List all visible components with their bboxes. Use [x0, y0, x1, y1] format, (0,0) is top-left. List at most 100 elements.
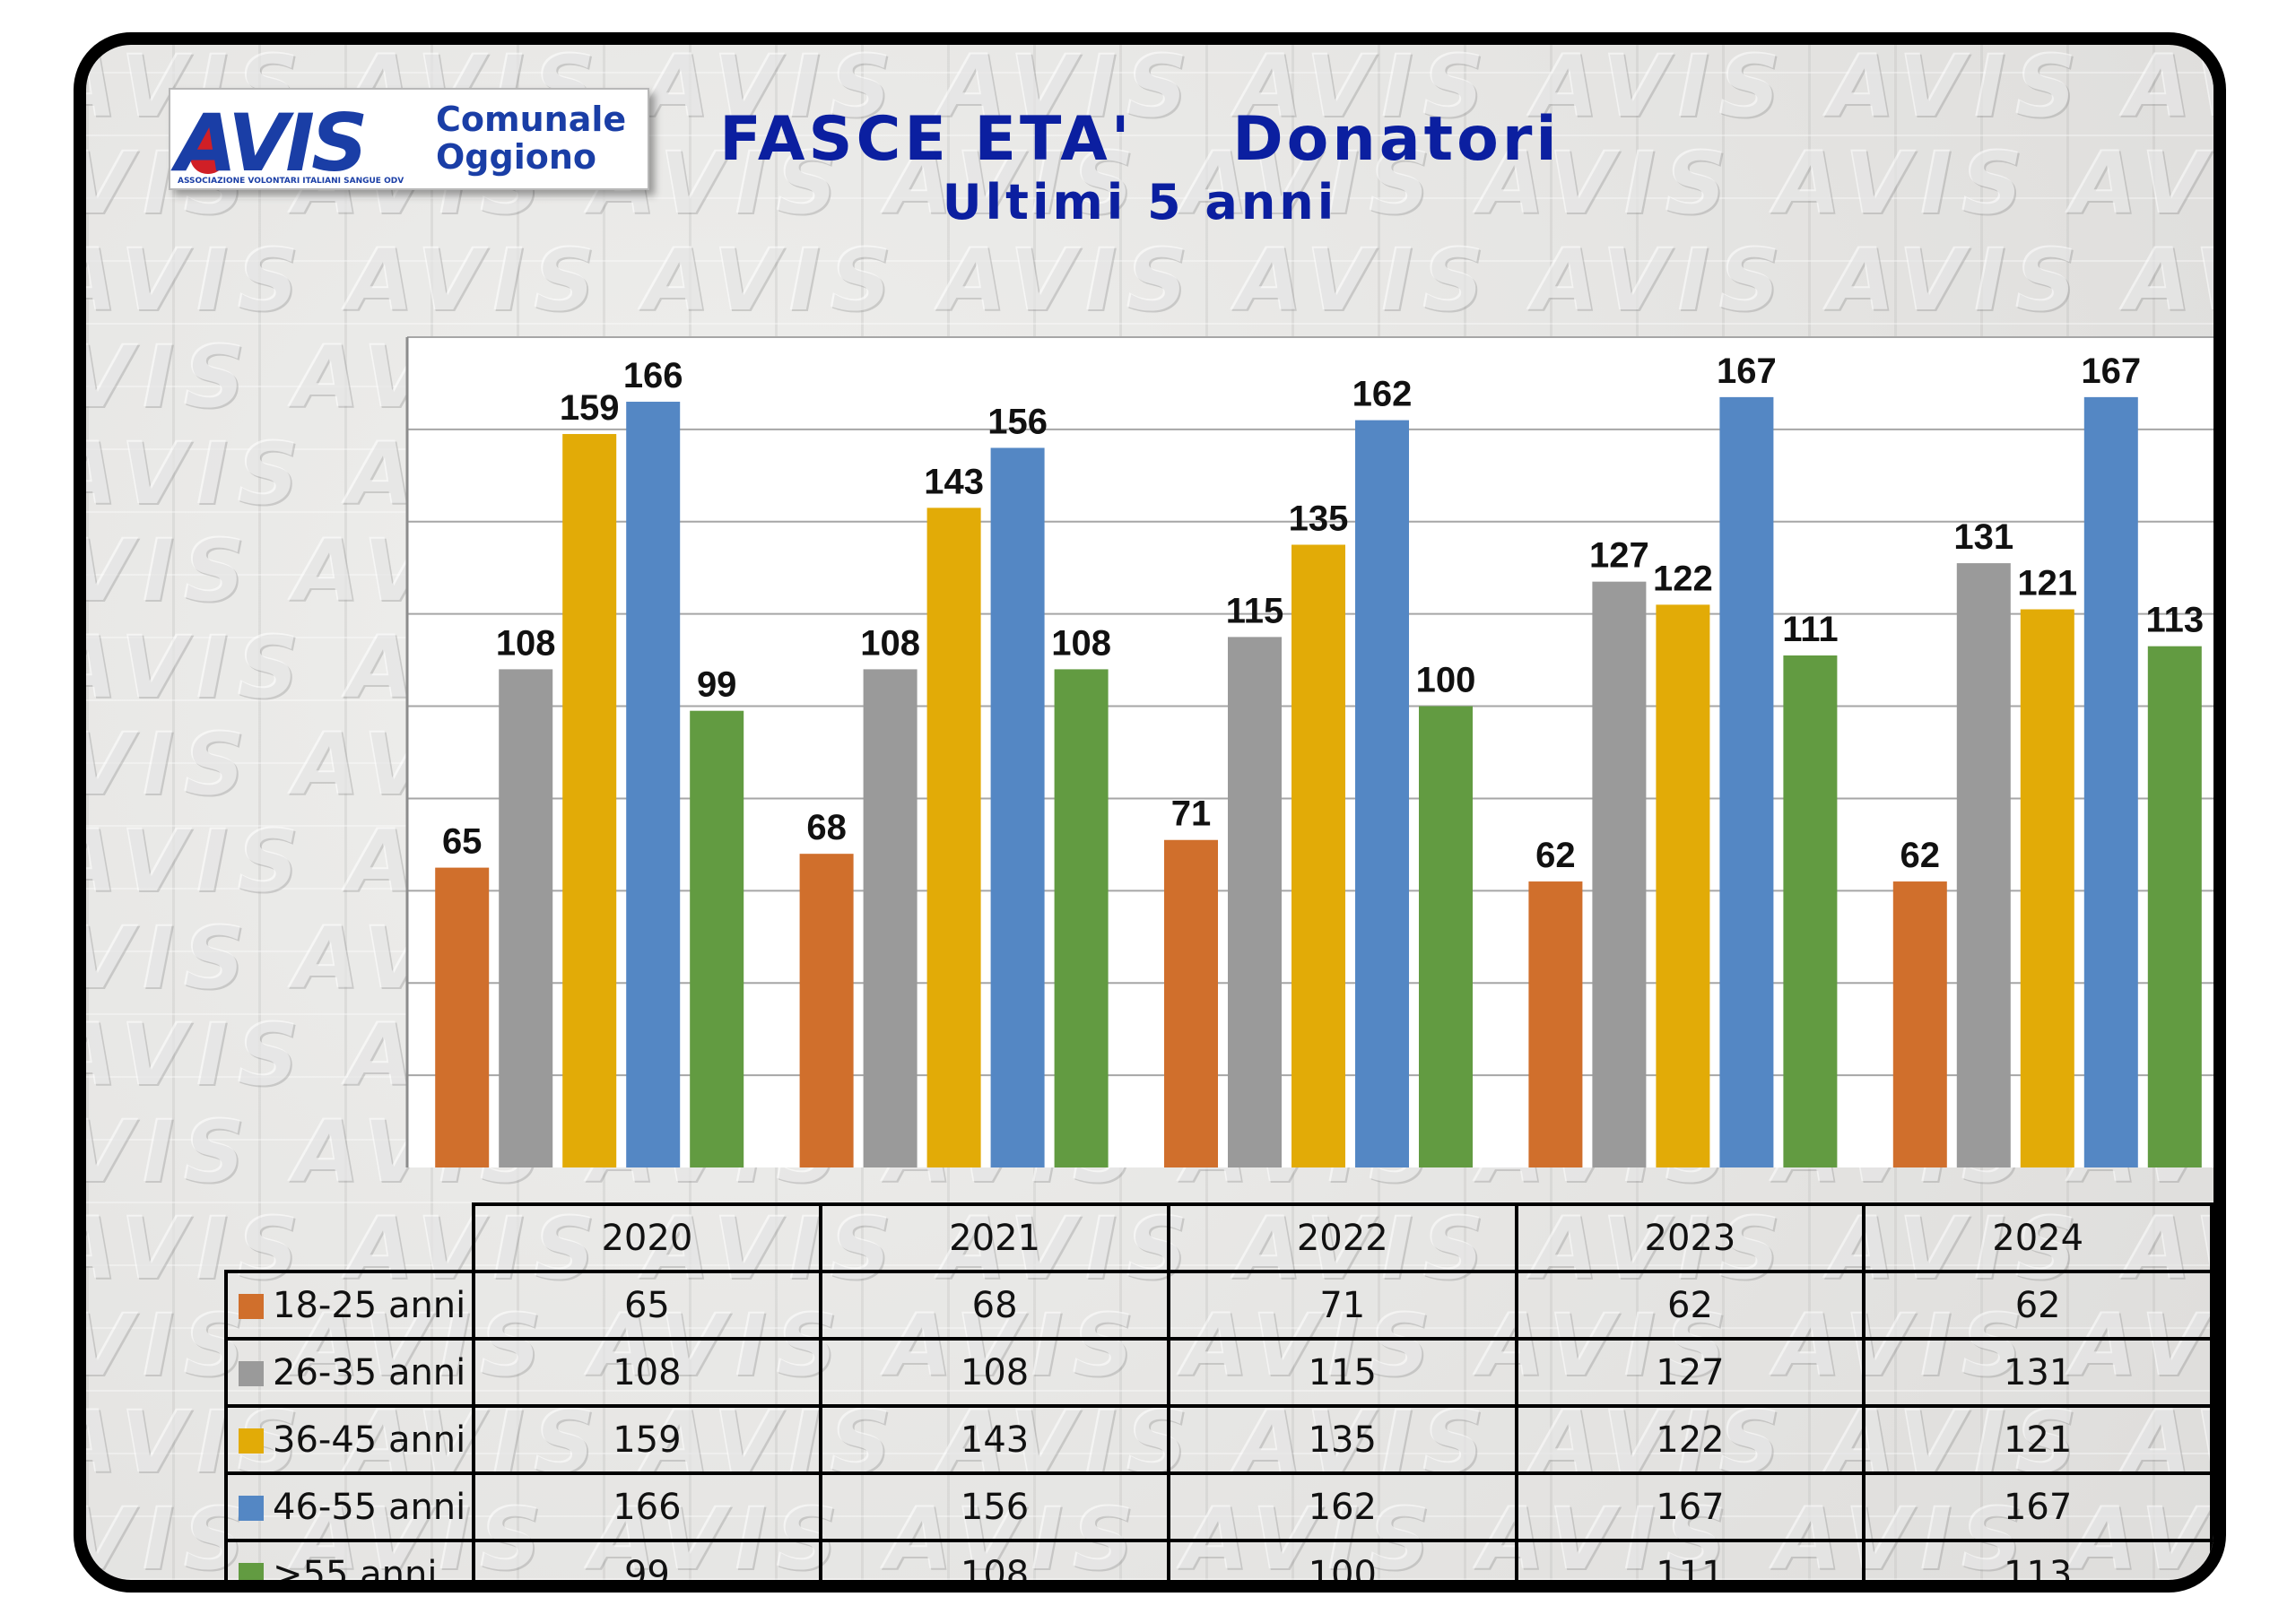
table-cell: 127: [1514, 1337, 1866, 1408]
table-cell: 159: [471, 1404, 823, 1475]
legend-entry: 46-55 anni: [224, 1471, 475, 1542]
bar-data-label: 135: [1289, 499, 1349, 539]
table-year-header: 2023: [1514, 1202, 1866, 1273]
table-row: 18-25 anni 65 68 71 62 62: [224, 1270, 2213, 1341]
bar: [2083, 396, 2138, 1167]
bar-data-label: 156: [987, 402, 1048, 441]
bar: [1292, 544, 1345, 1167]
table-header-row: 2020 2021 2022 2023 2024: [226, 1202, 2213, 1273]
legend-entry: 26-35 anni: [224, 1337, 475, 1408]
table-row: 36-45 anni 159 143 135 122 121: [224, 1404, 2213, 1475]
legend-swatch: [239, 1360, 264, 1386]
bar-data-label: 159: [560, 388, 620, 428]
bar-data-label: 100: [1416, 661, 1476, 700]
table-cell: 113: [1862, 1539, 2213, 1580]
legend-entry: >55 anni: [224, 1539, 475, 1593]
bar: [1719, 396, 1774, 1167]
bar-data-label: 111: [1782, 610, 1838, 649]
legend-entry: 18-25 anni: [224, 1270, 475, 1341]
logo-org-line2: Oggiono: [436, 137, 596, 177]
table-cell: 121: [1862, 1404, 2213, 1475]
bar: [1528, 881, 1583, 1167]
legend-label: >55 anni: [273, 1553, 438, 1593]
bar: [435, 867, 490, 1167]
table-cell: 62: [1862, 1270, 2213, 1341]
bar-data-label: 113: [2146, 601, 2205, 640]
blood-drop-icon: [190, 117, 226, 174]
table-cell: 166: [471, 1471, 823, 1542]
table-cell: 111: [1514, 1539, 1866, 1580]
bar-data-label: 166: [623, 356, 683, 395]
bar-data-label: 122: [1653, 559, 1713, 598]
bar: [499, 669, 553, 1167]
table-cell: 62: [1514, 1270, 1866, 1341]
table-corner: [226, 1204, 475, 1273]
logo-org-line1: Comunale: [436, 100, 626, 139]
bar: [1054, 669, 1109, 1167]
legend-swatch: [239, 1495, 264, 1521]
table-cell: 71: [1166, 1270, 1518, 1341]
bar-data-label: 167: [2081, 352, 2141, 391]
bar: [1783, 655, 1838, 1167]
table-cell: 108: [819, 1337, 1170, 1408]
bar: [1892, 881, 1947, 1167]
logo-mark-text: AVIS: [170, 97, 364, 188]
bar: [562, 434, 617, 1167]
table-cell: 68: [819, 1270, 1170, 1341]
table-cell: 167: [1514, 1471, 1866, 1542]
table-year-header: 2024: [1862, 1202, 2213, 1273]
bar: [1592, 581, 1647, 1167]
data-table: 2020 2021 2022 2023 2024 18-25 anni 65 68 71 62 6…: [224, 1202, 2213, 1593]
bar: [1656, 604, 1710, 1167]
bar: [1164, 839, 1218, 1167]
bar-data-label: 68: [806, 808, 847, 847]
bar-data-label: 162: [1352, 375, 1413, 414]
bar: [2020, 609, 2074, 1167]
bar-data-label: 121: [2017, 564, 2077, 603]
legend-swatch: [239, 1293, 264, 1319]
legend-label: 46-55 anni: [273, 1486, 466, 1528]
bar: [626, 402, 681, 1167]
bar: [990, 447, 1045, 1167]
table-cell: 135: [1166, 1404, 1518, 1475]
bar: [690, 710, 744, 1167]
table-cell: 100: [1166, 1539, 1518, 1580]
bar-data-label: 99: [697, 665, 737, 705]
table-cell: 99: [471, 1539, 823, 1580]
legend-swatch: [239, 1562, 264, 1580]
logo-tagline: ASSOCIAZIONE VOLONTARI ITALIANI SANGUE O…: [178, 177, 404, 186]
table-cell: 65: [471, 1270, 823, 1341]
table-year-header: 2021: [819, 1202, 1170, 1273]
table-cell: 122: [1514, 1404, 1866, 1475]
bar: [799, 854, 854, 1167]
table-cell: 162: [1166, 1471, 1518, 1542]
legend-label: 18-25 anni: [273, 1284, 466, 1326]
legend-entry: 36-45 anni: [224, 1404, 475, 1475]
table-cell: 115: [1166, 1337, 1518, 1408]
bar-data-label: 65: [442, 822, 483, 862]
bar: [1419, 706, 1473, 1167]
table-cell: 108: [471, 1337, 823, 1408]
bar-data-label: 62: [1535, 836, 1576, 875]
bar-data-label: 108: [860, 623, 920, 663]
bar-data-label: 108: [1051, 623, 1111, 663]
table-year-header: 2020: [471, 1202, 823, 1273]
legend-label: 26-35 anni: [273, 1351, 466, 1393]
bar: [1956, 563, 2011, 1167]
table-row: 26-35 anni 108 108 115 127 131: [224, 1337, 2213, 1408]
table-cell: 167: [1862, 1471, 2213, 1542]
table-row: 46-55 anni 166 156 162 167 167: [224, 1471, 2213, 1542]
bar: [1228, 637, 1282, 1167]
bar: [2147, 646, 2202, 1167]
bar-data-label: 131: [1953, 517, 2013, 557]
table-cell: 156: [819, 1471, 1170, 1542]
bar-data-label: 108: [496, 623, 556, 663]
bar: [863, 669, 918, 1167]
chart-subtitle: Ultimi 5 anni: [942, 174, 1338, 230]
bar-data-label: 71: [1171, 794, 1212, 834]
chart-frame: AVIS AVIS AVIS AVIS AVIS AVIS AVIS AVIS …: [74, 32, 2226, 1593]
bar: [1355, 420, 1409, 1168]
legend-swatch: [239, 1428, 264, 1454]
bar-data-label: 127: [1589, 536, 1649, 576]
